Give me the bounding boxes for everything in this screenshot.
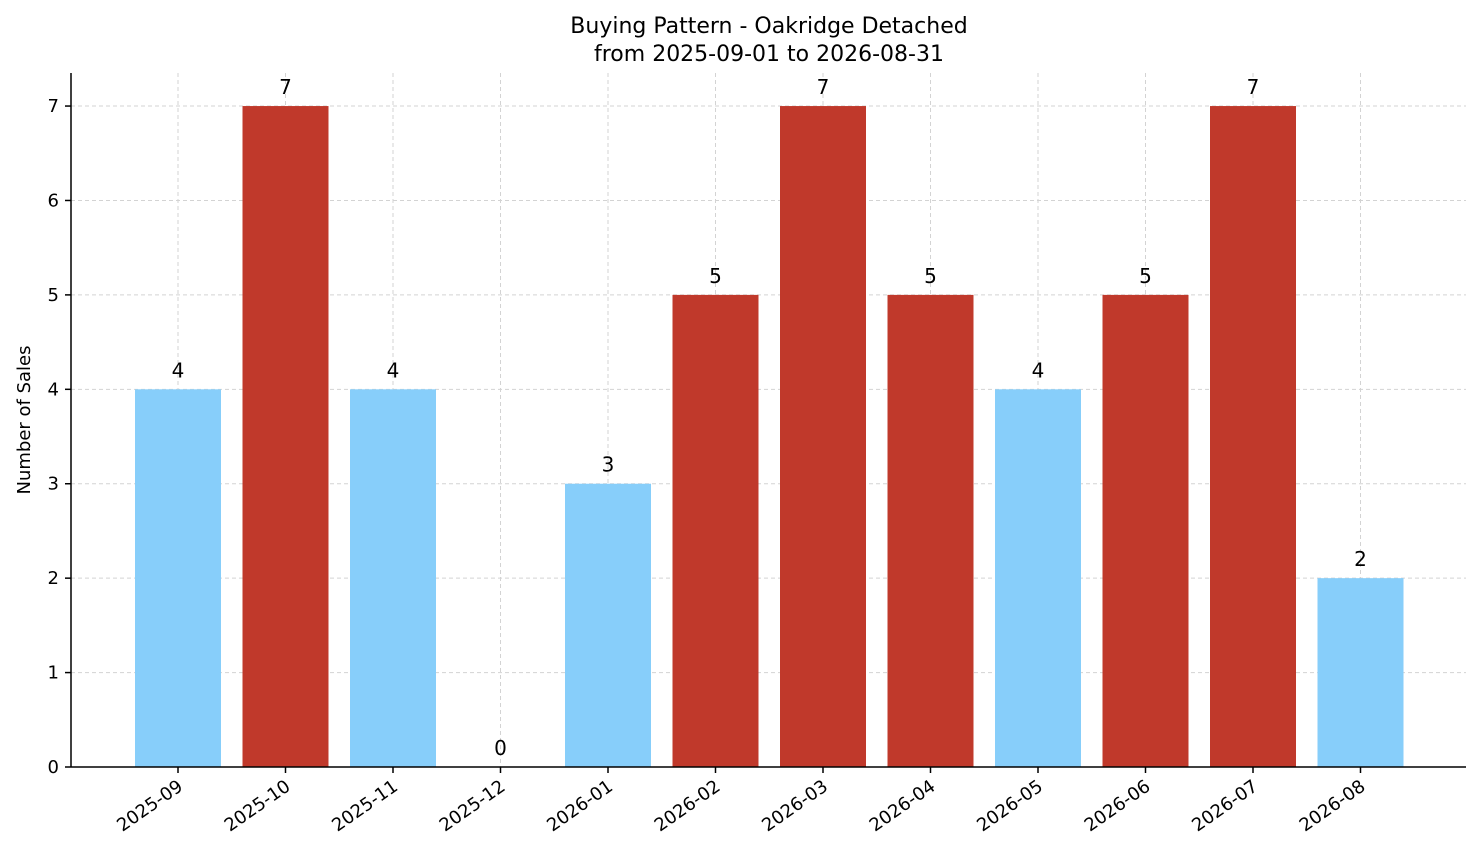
bar-value-label: 7: [279, 75, 292, 99]
y-tick-label: 0: [48, 757, 59, 778]
x-tick-label: 2026-06: [1081, 776, 1155, 836]
x-ticks: 2025-09 2025-10 2025-11 2025-12 2026-01 2026-…: [113, 767, 1369, 836]
y-tick-label: 5: [48, 285, 59, 306]
bar-value-label: 4: [1032, 358, 1045, 382]
bar-value-label: 5: [1139, 264, 1152, 288]
y-tick-label: 4: [48, 379, 59, 400]
bar: [780, 106, 866, 768]
bar-value-label: 0: [494, 736, 507, 760]
x-tick-label: 2025-12: [436, 776, 510, 836]
bar: [887, 294, 974, 767]
x-tick-label: 2025-09: [113, 776, 187, 836]
y-tick-label: 7: [48, 96, 59, 117]
bar: [1102, 294, 1189, 767]
bar-value-label: 7: [1247, 75, 1260, 99]
bar-value-label: 5: [924, 264, 937, 288]
bar: [135, 389, 221, 767]
x-tick-label: 2026-08: [1296, 776, 1370, 836]
axes: [70, 73, 1466, 768]
bar: [1317, 578, 1404, 767]
bar: [995, 389, 1081, 767]
bar-value-label: 3: [602, 453, 615, 477]
y-tick-label: 3: [48, 474, 59, 495]
chart-subtitle: from 2025-09-01 to 2026-08-31: [594, 42, 944, 67]
bar-value-label: 4: [172, 358, 185, 382]
x-tick-label: 2025-11: [328, 776, 402, 836]
bar: [672, 294, 759, 767]
x-tick-label: 2026-04: [866, 776, 940, 836]
bar: [350, 389, 436, 767]
x-tick-label: 2025-10: [221, 776, 295, 836]
bar-value-labels: 4 7 4 0 3 5 7 5 4 5 7 2: [172, 75, 1367, 760]
bars: [135, 106, 1404, 768]
y-axis-label: Number of Sales: [14, 345, 35, 494]
chart-title: Buying Pattern - Oakridge Detached: [570, 14, 967, 39]
bar-value-label: 4: [387, 358, 400, 382]
bar: [242, 106, 329, 768]
bar-value-label: 7: [817, 75, 830, 99]
y-ticks: 0 1 2 3 4 5 6 7: [48, 96, 71, 778]
x-tick-label: 2026-01: [543, 776, 617, 836]
bar-value-label: 2: [1354, 547, 1367, 571]
y-tick-label: 1: [48, 663, 59, 684]
bar-value-label: 5: [709, 264, 722, 288]
bar: [565, 483, 651, 767]
x-tick-label: 2026-05: [973, 776, 1047, 836]
x-tick-label: 2026-03: [758, 776, 832, 836]
x-tick-label: 2026-02: [651, 776, 725, 836]
y-tick-label: 2: [48, 568, 59, 589]
x-tick-label: 2026-07: [1188, 776, 1262, 836]
bar: [1210, 106, 1296, 768]
y-tick-label: 6: [48, 190, 59, 211]
